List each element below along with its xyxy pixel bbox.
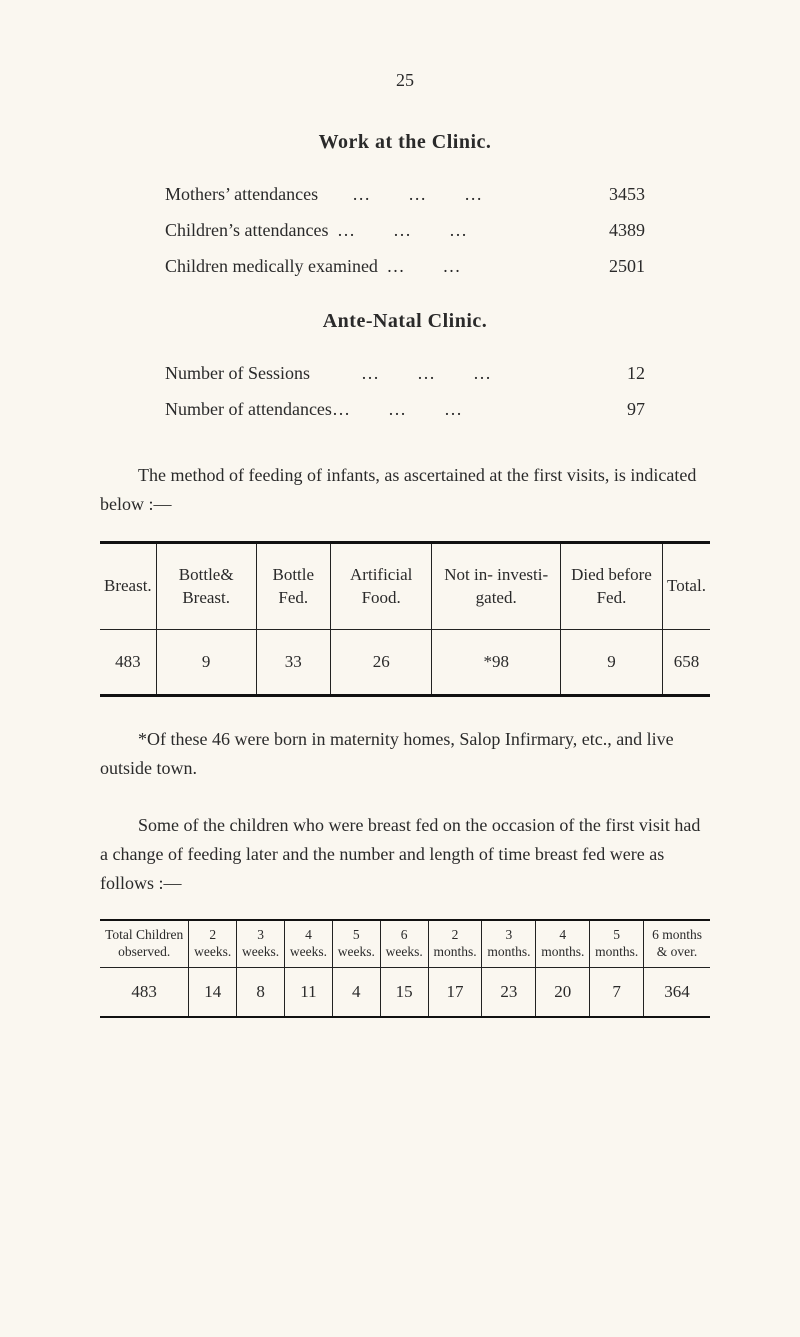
table-header: Died before Fed. bbox=[560, 542, 662, 630]
table-header: 5 weeks. bbox=[332, 920, 380, 967]
table-header: 3 weeks. bbox=[237, 920, 285, 967]
leader-dots: … … … bbox=[332, 391, 466, 427]
table-cell: 364 bbox=[644, 968, 710, 1018]
table-cell: 17 bbox=[428, 968, 482, 1018]
stat-line: Mothers’ attendances … … … 3453 bbox=[165, 176, 645, 212]
table-cell: 20 bbox=[536, 968, 590, 1018]
breastfed-length-table: Total Children observed. 2 weeks. 3 week… bbox=[100, 919, 710, 1018]
section-title-antenatal: Ante-Natal Clinic. bbox=[100, 310, 710, 333]
table-cell: 658 bbox=[663, 630, 711, 696]
stat-label: Number of attendances bbox=[165, 391, 332, 427]
table-cell: 9 bbox=[560, 630, 662, 696]
leader-dots: … … … bbox=[361, 355, 495, 391]
paragraph-second: Some of the children who were breast fed… bbox=[100, 811, 710, 897]
leader-dots: … … … bbox=[337, 212, 471, 248]
table-cell: 23 bbox=[482, 968, 536, 1018]
clinic-stats: Mothers’ attendances … … … 3453 Children… bbox=[165, 176, 645, 284]
leader-dots: … … … bbox=[352, 176, 486, 212]
stat-label: Children’s attendances bbox=[165, 212, 328, 248]
table-header: 2 months. bbox=[428, 920, 482, 967]
table-cell: 9 bbox=[156, 630, 256, 696]
table-cell: 8 bbox=[237, 968, 285, 1018]
table-cell: 33 bbox=[256, 630, 330, 696]
leader-dots bbox=[310, 355, 361, 391]
footnote: *Of these 46 were born in maternity home… bbox=[100, 725, 710, 783]
page: 25 Work at the Clinic. Mothers’ attendan… bbox=[0, 0, 800, 1337]
stat-value: 12 bbox=[565, 355, 645, 391]
table-cell: 14 bbox=[189, 968, 237, 1018]
table-header: 4 weeks. bbox=[285, 920, 333, 967]
table-header: Total Children observed. bbox=[100, 920, 189, 967]
table-header: 5 months. bbox=[590, 920, 644, 967]
stat-value: 3453 bbox=[565, 176, 645, 212]
table-header: 2 weeks. bbox=[189, 920, 237, 967]
table-header: Total. bbox=[663, 542, 711, 630]
stat-label: Number of Sessions bbox=[165, 355, 310, 391]
table-cell: 4 bbox=[332, 968, 380, 1018]
table-header: Breast. bbox=[100, 542, 156, 630]
leader-dots: … … bbox=[386, 248, 464, 284]
table-cell: 483 bbox=[100, 968, 189, 1018]
section-title-clinic: Work at the Clinic. bbox=[100, 131, 710, 154]
stat-line: Children medically examined … … 2501 bbox=[165, 248, 645, 284]
table-header: Bottle Fed. bbox=[256, 542, 330, 630]
table-header: Bottle& Breast. bbox=[156, 542, 256, 630]
table-header: 6 months & over. bbox=[644, 920, 710, 967]
table-header: Not in- investi- gated. bbox=[432, 542, 560, 630]
stat-line: Number of Sessions … … … 12 bbox=[165, 355, 645, 391]
leader-dots bbox=[378, 248, 387, 284]
page-number: 25 bbox=[100, 70, 710, 91]
leader-dots bbox=[328, 212, 337, 248]
stat-line: Number of attendances … … … 97 bbox=[165, 391, 645, 427]
table-cell: 26 bbox=[330, 630, 432, 696]
stat-line: Children’s attendances … … … 4389 bbox=[165, 212, 645, 248]
table-cell: 11 bbox=[285, 968, 333, 1018]
stat-label: Mothers’ attendances bbox=[165, 176, 318, 212]
antenatal-stats: Number of Sessions … … … 12 Number of at… bbox=[165, 355, 645, 427]
table-header: 4 months. bbox=[536, 920, 590, 967]
table-header: Artificial Food. bbox=[330, 542, 432, 630]
table-cell: 7 bbox=[590, 968, 644, 1018]
stat-label: Children medically examined bbox=[165, 248, 378, 284]
stat-value: 4389 bbox=[565, 212, 645, 248]
leader-dots bbox=[318, 176, 352, 212]
table-header: 3 months. bbox=[482, 920, 536, 967]
feeding-table: Breast. Bottle& Breast. Bottle Fed. Arti… bbox=[100, 541, 710, 698]
table-header: 6 weeks. bbox=[380, 920, 428, 967]
stat-value: 2501 bbox=[565, 248, 645, 284]
table-cell: *98 bbox=[432, 630, 560, 696]
stat-value: 97 bbox=[565, 391, 645, 427]
table-cell: 483 bbox=[100, 630, 156, 696]
paragraph-intro: The method of feeding of infants, as asc… bbox=[100, 461, 710, 519]
table-cell: 15 bbox=[380, 968, 428, 1018]
